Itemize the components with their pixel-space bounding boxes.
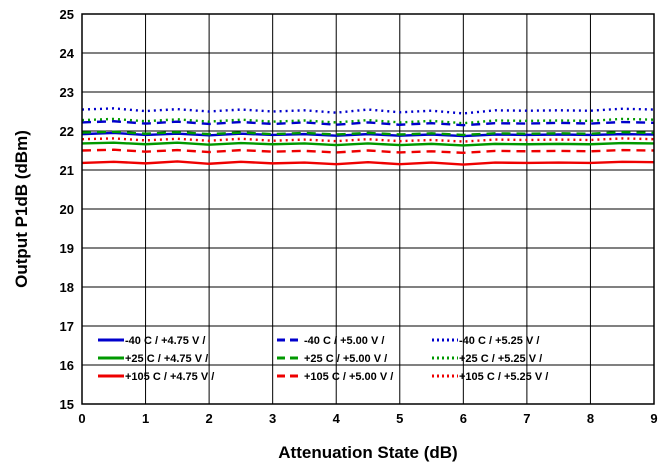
legend-label: +105 C / +4.75 V / [125, 371, 214, 383]
y-tick-label: 25 [60, 7, 74, 22]
x-tick-label: 2 [205, 411, 212, 426]
plot-frame [81, 13, 655, 405]
y-tick-label: 24 [60, 46, 75, 61]
y-tick-label: 20 [60, 202, 74, 217]
y-tick-label: 19 [60, 241, 74, 256]
legend-label: +25 C / +4.75 V / [125, 353, 208, 365]
series-line-3 [81, 141, 655, 147]
series-line-2 [81, 107, 655, 115]
x-axis-title: Attenuation State (dB) [278, 443, 457, 462]
legend-label: +105 C / +5.00 V / [304, 371, 393, 383]
legend-label: -40 C / +4.75 V / [125, 335, 205, 347]
x-tick-label: 3 [269, 411, 276, 426]
series-line-4 [81, 130, 655, 137]
x-tick-labels: 0 1 2 3 4 5 6 7 8 9 [78, 411, 657, 426]
y-tick-label: 21 [60, 163, 74, 178]
y-tick-labels: 15 16 17 18 19 20 21 22 23 24 25 [60, 7, 75, 412]
y-tick-label: 17 [60, 319, 74, 334]
x-tick-label: 4 [333, 411, 341, 426]
legend-label: +25 C / +5.25 V / [459, 353, 542, 365]
y-tick-label: 23 [60, 85, 74, 100]
series-line-8 [81, 137, 655, 143]
x-tick-label: 0 [78, 411, 85, 426]
series-line-7 [81, 148, 655, 155]
y-tick-label: 15 [60, 397, 74, 412]
legend-label: -40 C / +5.25 V / [459, 335, 539, 347]
legend-label: +25 C / +5.00 V / [304, 353, 387, 365]
series-line-6 [81, 160, 655, 166]
legend: -40 C / +4.75 V / -40 C / +5.00 V / -40 C … [98, 335, 548, 383]
y-axis-title: Output P1dB (dBm) [12, 130, 31, 288]
series-lines [81, 107, 655, 166]
legend-label: -40 C / +5.00 V / [304, 335, 384, 347]
legend-label: +105 C / +5.25 V / [459, 371, 548, 383]
x-tick-label: 6 [460, 411, 467, 426]
y-tick-label: 16 [60, 358, 74, 373]
x-tick-label: 7 [523, 411, 530, 426]
x-tick-label: 5 [396, 411, 403, 426]
x-tick-label: 8 [587, 411, 594, 426]
x-tick-label: 1 [142, 411, 149, 426]
x-tick-label: 9 [650, 411, 657, 426]
y-tick-label: 22 [60, 124, 74, 139]
series-line-1 [81, 120, 655, 127]
y-tick-label: 18 [60, 280, 74, 295]
